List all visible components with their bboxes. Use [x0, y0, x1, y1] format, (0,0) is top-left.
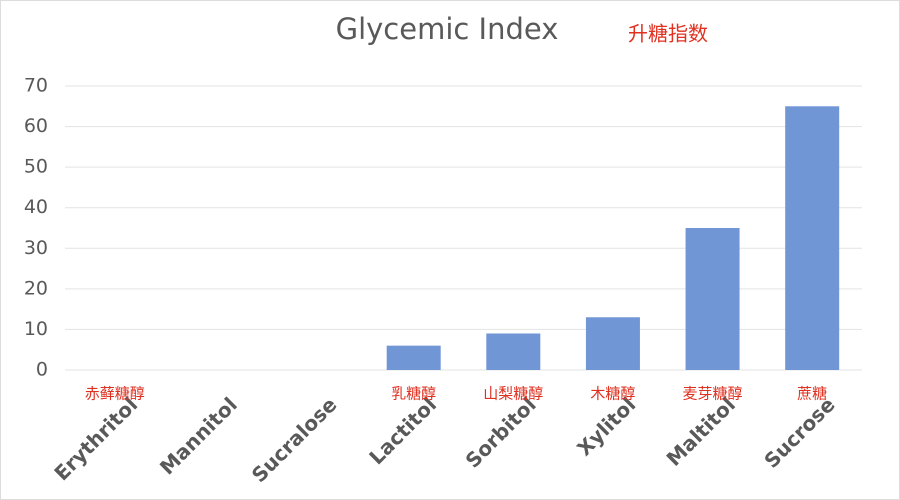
category-note: 蔗糖 [797, 385, 827, 403]
bar [685, 228, 740, 370]
y-tick-label: 40 [24, 196, 48, 218]
title-annotation: 升糖指数 [628, 22, 708, 46]
y-tick-label: 30 [24, 237, 48, 259]
category-note: 乳糖醇 [391, 385, 436, 403]
y-tick-label: 50 [24, 156, 48, 178]
category-note: 麦芽糖醇 [683, 385, 743, 403]
chart-title: Glycemic Index [336, 12, 559, 46]
y-tick-label: 70 [24, 75, 48, 97]
y-tick-label: 20 [24, 277, 48, 299]
y-tick-label: 60 [24, 115, 48, 137]
bar [386, 345, 441, 370]
bar [785, 106, 840, 371]
y-tick-label: 0 [36, 359, 48, 381]
category-note: 山梨糖醇 [483, 385, 543, 403]
category-note: 赤藓糖醇 [85, 385, 145, 403]
category-note: 木糖醇 [590, 385, 635, 403]
bar [486, 333, 541, 370]
bar [585, 317, 640, 370]
y-tick-label: 10 [24, 318, 48, 340]
